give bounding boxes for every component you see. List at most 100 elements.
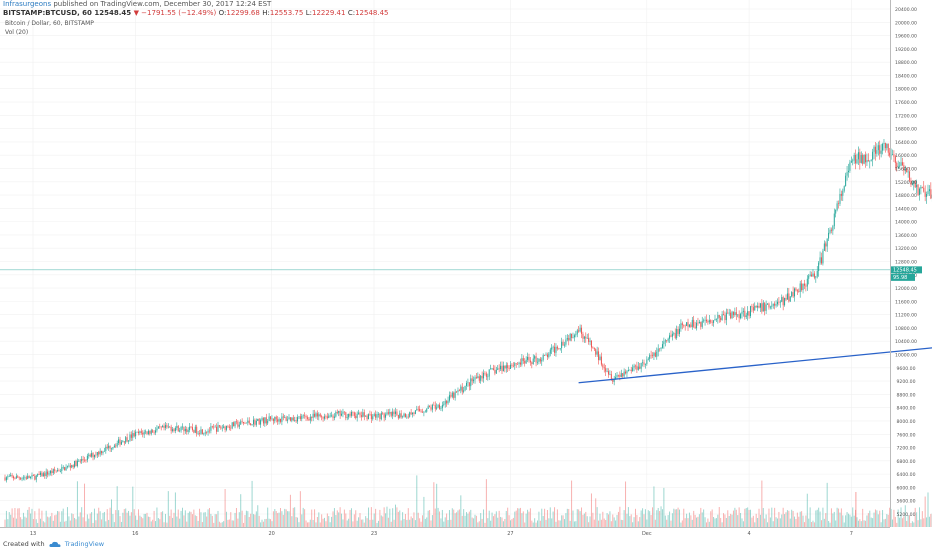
candle-body	[221, 427, 223, 429]
price-tick-label: 14400.00	[895, 206, 917, 212]
candle-body	[548, 353, 550, 357]
volume-bar	[633, 517, 635, 527]
candle-body	[81, 459, 83, 462]
candle-body	[133, 433, 135, 437]
volume-bar	[81, 507, 83, 527]
candle-body	[825, 243, 827, 247]
volume-bar	[910, 522, 912, 527]
volume-bar	[217, 510, 219, 527]
candle-body	[629, 369, 631, 371]
volume-bar	[559, 520, 561, 527]
candle-body	[505, 365, 507, 369]
candle-body	[7, 476, 9, 478]
candle-body	[72, 465, 74, 468]
last-price-label: 12548.45	[893, 268, 917, 274]
candle-body	[213, 426, 215, 428]
candle-body	[55, 470, 57, 472]
candle-body	[270, 416, 272, 420]
candle-body	[886, 143, 888, 149]
candle-body	[101, 450, 103, 454]
volume-bar	[666, 519, 668, 527]
volume-bar	[812, 520, 814, 527]
volume-bar	[78, 516, 80, 527]
candle-body	[143, 431, 145, 435]
candle-body	[30, 476, 32, 478]
candle-body	[840, 193, 842, 196]
candle-body	[740, 313, 742, 319]
volume-bar	[221, 522, 223, 527]
volume-bar	[740, 512, 742, 527]
volume-bar	[659, 511, 661, 527]
volume-bar	[747, 507, 749, 527]
volume-bar	[596, 507, 598, 527]
volume-bar	[794, 516, 796, 527]
candle-body	[792, 292, 794, 297]
volume-bar	[356, 520, 358, 527]
volume-bar	[177, 509, 179, 527]
volume-bar	[406, 519, 408, 527]
volume-bar	[76, 481, 78, 527]
candle-body	[250, 423, 252, 426]
volume-bar	[622, 520, 624, 527]
volume-bar	[59, 521, 61, 527]
volume-bar	[813, 522, 815, 527]
tradingview-cloud-icon	[49, 541, 61, 547]
candle-body	[558, 348, 560, 350]
volume-bar	[865, 520, 867, 527]
candle-body	[524, 360, 526, 364]
candle-body	[679, 328, 680, 334]
published-text: published on TradingView.com, December 3…	[53, 0, 272, 8]
price-tick-label: 15200.00	[895, 180, 917, 186]
candle-body	[923, 187, 925, 192]
candle-body	[21, 478, 23, 480]
volume-bar	[573, 521, 575, 527]
candle-body	[595, 349, 597, 355]
volume-bar	[55, 514, 57, 527]
candle-body	[166, 425, 168, 428]
candle-body	[653, 352, 655, 356]
author-name[interactable]: Infrasurgeons	[3, 0, 52, 8]
candle-body	[803, 283, 805, 286]
candle-body	[254, 419, 256, 425]
volume-bar	[501, 517, 503, 527]
candle-body	[549, 349, 551, 354]
volume-bar	[525, 513, 527, 527]
volume-bar	[903, 516, 905, 527]
candle-body	[395, 411, 396, 414]
brand-name[interactable]: TradingView	[64, 540, 105, 548]
series-legend[interactable]: Bitcoin / Dollar, 60, BITSTAMP	[5, 20, 94, 27]
volume-legend[interactable]: Vol (20)	[5, 29, 29, 36]
volume-bar	[788, 510, 790, 527]
candle-body	[277, 419, 279, 422]
candle-body	[208, 430, 210, 432]
volume-bar	[311, 509, 313, 527]
candle-body	[552, 346, 554, 348]
volume-bar	[720, 517, 722, 527]
price-tick-label: 6800.00	[897, 459, 916, 465]
candle-body	[10, 475, 12, 477]
candle-body	[833, 213, 835, 227]
candle-body	[623, 371, 625, 377]
volume-bar	[502, 521, 504, 527]
volume-bar	[593, 519, 595, 527]
candle-body	[754, 305, 756, 311]
volume-bar	[288, 511, 290, 527]
volume-bar	[518, 508, 520, 527]
volume-bar	[481, 518, 483, 527]
volume-bar	[385, 513, 387, 527]
volume-bar	[132, 486, 134, 527]
volume-bar	[155, 521, 157, 527]
candle-body	[484, 372, 486, 374]
volume-bar	[647, 510, 649, 527]
candle-body	[336, 411, 338, 413]
price-tick-label: 8800.00	[897, 392, 916, 398]
candle-body	[930, 189, 932, 199]
volume-bar	[383, 507, 385, 527]
volume-bar	[441, 509, 443, 527]
volume-bar	[187, 512, 189, 527]
volume-bar	[914, 507, 916, 527]
volume-bar	[632, 522, 634, 527]
candle-body	[904, 169, 906, 171]
volume-bar	[119, 516, 121, 527]
